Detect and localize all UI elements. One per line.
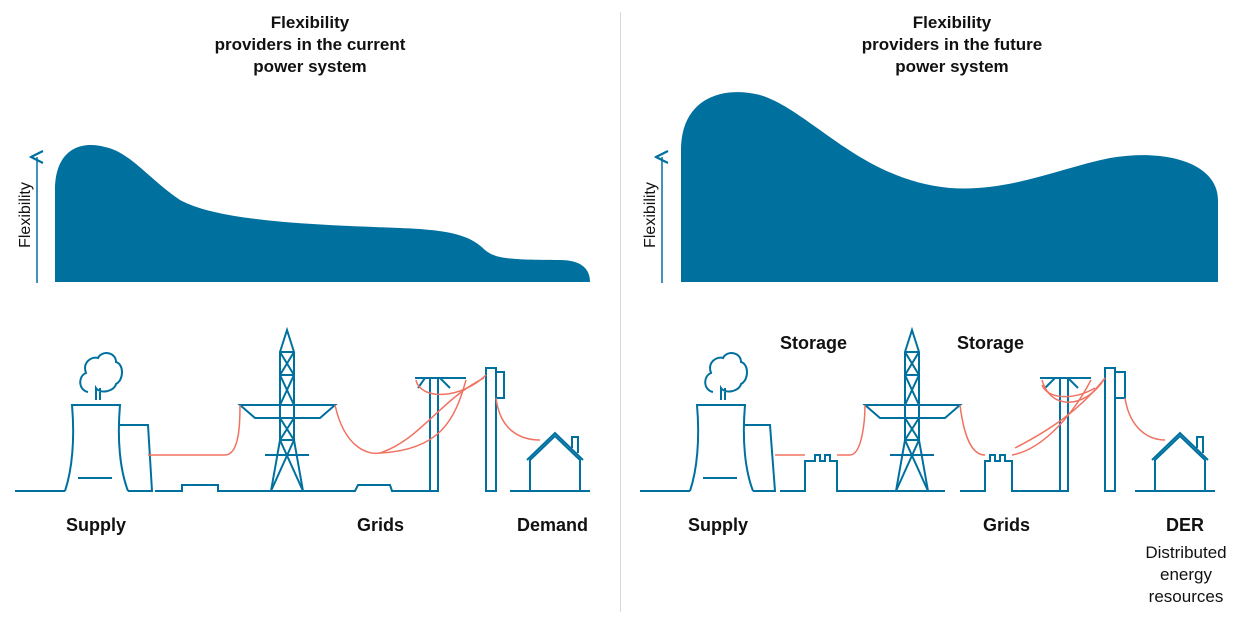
- right-house: [1135, 431, 1209, 492]
- right-ground-line: [640, 454, 1215, 492]
- right-title-line-2: providers in the future: [861, 35, 1043, 54]
- left-house: [510, 431, 584, 492]
- der-label: DER: [1166, 515, 1205, 535]
- left-supply-label: Supply: [66, 515, 127, 535]
- left-cooling-tower: [64, 352, 154, 492]
- right-title-line-3: power system: [895, 57, 1009, 76]
- right-pylon: [862, 326, 963, 492]
- left-flexibility-area: [55, 144, 590, 282]
- left-grids-label: Grids: [357, 515, 405, 535]
- left-utility-poles: [415, 367, 505, 492]
- left-power-lines: [148, 374, 541, 456]
- left-title: Flexibility providers in the current pow…: [180, 12, 440, 78]
- der-desc-line-1: Distributed: [1145, 543, 1227, 562]
- right-title: Flexibility providers in the future powe…: [822, 12, 1082, 78]
- right-power-lines: [775, 377, 1166, 456]
- der-desc-line-2: energy: [1160, 565, 1212, 584]
- left-title-line-2: providers in the current: [214, 35, 406, 54]
- right-title-line-1: Flexibility: [912, 13, 992, 32]
- panel-divider: [620, 12, 621, 612]
- der-desc-line-3: resources: [1148, 587, 1224, 606]
- right-grids-label: Grids: [983, 515, 1031, 535]
- right-cooling-tower: [689, 352, 777, 492]
- right-supply-label: Supply: [688, 515, 749, 535]
- left-title-line-3: power system: [253, 57, 367, 76]
- der-description: Distributed energy resources: [1134, 542, 1238, 608]
- storage-label-1: Storage: [780, 333, 848, 353]
- right-flexibility-area: [681, 92, 1218, 282]
- left-pylon: [237, 326, 338, 492]
- right-utility-poles: [1040, 367, 1126, 492]
- left-demand-label: Demand: [517, 515, 589, 535]
- storage-label-2: Storage: [957, 333, 1025, 353]
- left-title-line-1: Flexibility: [270, 13, 350, 32]
